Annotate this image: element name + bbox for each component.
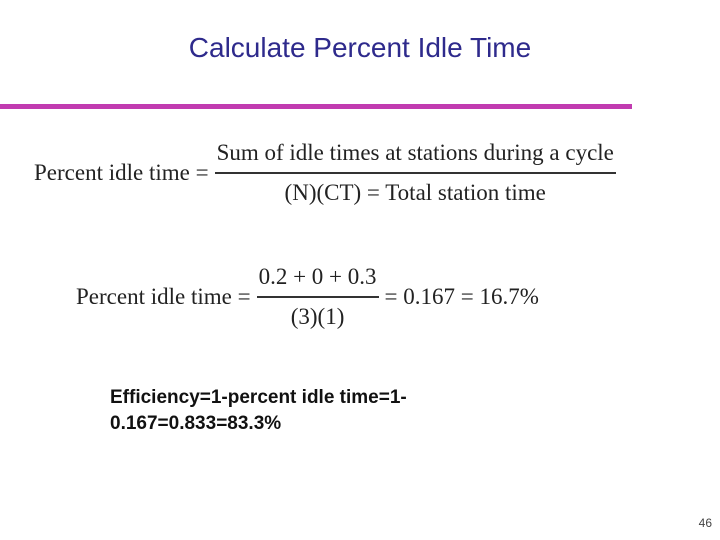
applied-formula-lhs: Percent idle time =	[76, 283, 251, 309]
fraction-bar	[256, 296, 379, 298]
applied-formula-result: = 0.167 = 16.7%	[384, 283, 539, 309]
efficiency-statement: Efficiency=1-percent idle time=1-0.167=0…	[110, 387, 407, 434]
title-underline-rule	[0, 104, 632, 109]
general-formula: Percent idle time = Sum of idle times at…	[34, 140, 622, 206]
slide-title: Calculate Percent Idle Time	[188, 32, 532, 63]
general-formula-numerator: Sum of idle times at stations during a c…	[216, 140, 614, 165]
fraction-bar	[214, 172, 616, 174]
applied-formula-numerator: 0.2 + 0 + 0.3	[258, 264, 377, 289]
page-number: 46	[698, 516, 712, 530]
applied-formula-denominator: (3)(1)	[290, 303, 345, 329]
applied-formula: Percent idle time = 0.2 + 0 + 0.3 (3)(1)…	[76, 264, 539, 330]
applied-formula-fraction: 0.2 + 0 + 0.3 (3)(1)	[256, 264, 379, 330]
general-formula-lhs: Percent idle time =	[34, 159, 209, 185]
general-formula-fraction: Sum of idle times at stations during a c…	[214, 140, 616, 206]
general-formula-denominator: (N)(CT) = Total station time	[284, 179, 546, 205]
